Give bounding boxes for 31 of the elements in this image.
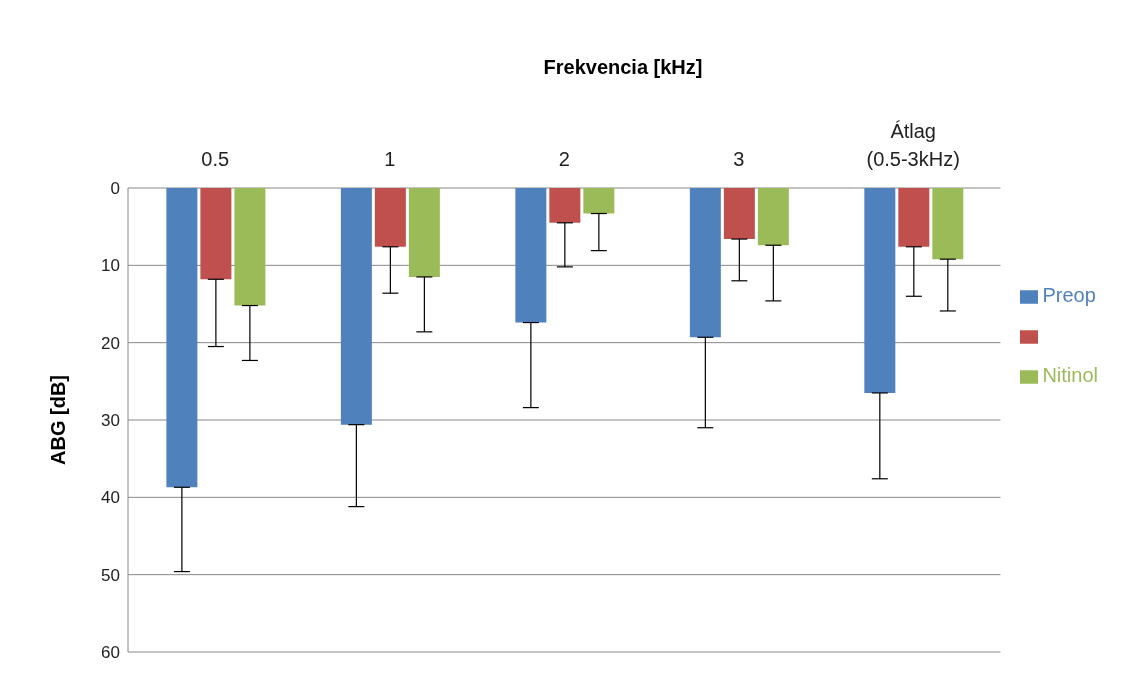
bar xyxy=(689,188,721,338)
bar xyxy=(200,188,232,280)
bar xyxy=(374,188,406,247)
bar xyxy=(515,188,547,323)
legend-label: Nitinol xyxy=(1042,364,1098,386)
legend-label: Preop xyxy=(1042,284,1096,306)
x-tick-label: 2 xyxy=(558,148,570,170)
y-tick-label: 60 xyxy=(101,643,120,663)
bar xyxy=(757,188,789,246)
y-tick-label: 0 xyxy=(110,179,120,199)
bar xyxy=(723,188,755,240)
bar xyxy=(583,188,615,214)
bar xyxy=(340,188,372,425)
y-tick-label: 40 xyxy=(101,488,120,508)
x-tick-label: 0.5 xyxy=(201,148,230,170)
y-tick-label: 50 xyxy=(101,565,120,585)
x-tick-label: 1 xyxy=(384,148,396,170)
bar xyxy=(234,188,266,306)
bar xyxy=(408,188,440,277)
x-axis-title: Frekvencia [kHz] xyxy=(542,56,704,79)
bar xyxy=(166,188,198,488)
bar xyxy=(549,188,581,223)
y-tick-label: 10 xyxy=(101,256,120,276)
bar xyxy=(932,188,964,260)
x-tick-label: 3 xyxy=(733,148,745,170)
bar xyxy=(898,188,930,247)
y-axis-title: ABG [dB] xyxy=(47,375,70,465)
y-tick-label: 30 xyxy=(101,411,120,431)
x-tick-label: Átlag (0.5-3kHz) xyxy=(866,120,960,170)
y-tick-label: 20 xyxy=(101,333,120,353)
bar xyxy=(864,188,896,393)
